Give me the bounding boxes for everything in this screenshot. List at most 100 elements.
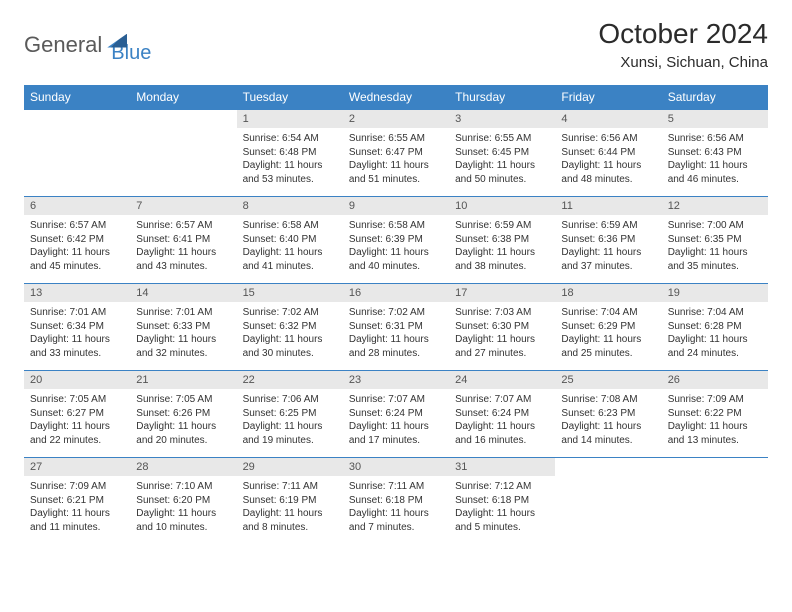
logo: General Blue bbox=[24, 24, 151, 65]
day-info-line: Daylight: 11 hours and 43 minutes. bbox=[136, 246, 230, 273]
day-info-line: Sunset: 6:23 PM bbox=[561, 407, 655, 421]
day-cell: Sunrise: 6:59 AMSunset: 6:36 PMDaylight:… bbox=[555, 215, 661, 284]
day-info-line: Sunset: 6:47 PM bbox=[349, 146, 443, 160]
day-info-line: Daylight: 11 hours and 24 minutes. bbox=[668, 333, 762, 360]
day-number: 3 bbox=[449, 110, 555, 129]
week-body-row: Sunrise: 7:05 AMSunset: 6:27 PMDaylight:… bbox=[24, 389, 768, 458]
day-info-line: Sunrise: 6:57 AM bbox=[136, 219, 230, 233]
day-cell bbox=[130, 128, 236, 197]
day-number: 8 bbox=[237, 197, 343, 216]
day-number bbox=[662, 458, 768, 477]
day-info-line: Sunset: 6:21 PM bbox=[30, 494, 124, 508]
page-header: General Blue October 2024 Xunsi, Sichuan… bbox=[24, 18, 768, 71]
day-info-line: Daylight: 11 hours and 22 minutes. bbox=[30, 420, 124, 447]
day-cell: Sunrise: 7:09 AMSunset: 6:22 PMDaylight:… bbox=[662, 389, 768, 458]
day-info-line: Daylight: 11 hours and 7 minutes. bbox=[349, 507, 443, 534]
day-number: 19 bbox=[662, 284, 768, 303]
day-info-line: Sunset: 6:26 PM bbox=[136, 407, 230, 421]
day-info-line: Sunrise: 7:01 AM bbox=[136, 306, 230, 320]
day-info-line: Sunrise: 6:56 AM bbox=[561, 132, 655, 146]
day-header-saturday: Saturday bbox=[662, 85, 768, 110]
day-number: 2 bbox=[343, 110, 449, 129]
day-number: 17 bbox=[449, 284, 555, 303]
day-info-line: Sunrise: 7:04 AM bbox=[668, 306, 762, 320]
day-number: 7 bbox=[130, 197, 236, 216]
day-cell: Sunrise: 7:01 AMSunset: 6:34 PMDaylight:… bbox=[24, 302, 130, 371]
day-cell: Sunrise: 7:11 AMSunset: 6:19 PMDaylight:… bbox=[237, 476, 343, 544]
day-number: 13 bbox=[24, 284, 130, 303]
day-number: 24 bbox=[449, 371, 555, 390]
day-info-line: Sunrise: 6:55 AM bbox=[455, 132, 549, 146]
day-info-line: Daylight: 11 hours and 13 minutes. bbox=[668, 420, 762, 447]
day-number: 22 bbox=[237, 371, 343, 390]
day-number bbox=[24, 110, 130, 129]
day-cell: Sunrise: 7:09 AMSunset: 6:21 PMDaylight:… bbox=[24, 476, 130, 544]
day-cell: Sunrise: 6:58 AMSunset: 6:39 PMDaylight:… bbox=[343, 215, 449, 284]
day-info-line: Sunset: 6:18 PM bbox=[349, 494, 443, 508]
day-info-line: Sunrise: 7:01 AM bbox=[30, 306, 124, 320]
day-info-line: Sunrise: 6:59 AM bbox=[561, 219, 655, 233]
day-cell: Sunrise: 7:05 AMSunset: 6:27 PMDaylight:… bbox=[24, 389, 130, 458]
day-info-line: Sunset: 6:22 PM bbox=[668, 407, 762, 421]
day-info-line: Sunset: 6:44 PM bbox=[561, 146, 655, 160]
day-number: 12 bbox=[662, 197, 768, 216]
day-info-line: Sunset: 6:33 PM bbox=[136, 320, 230, 334]
day-header-sunday: Sunday bbox=[24, 85, 130, 110]
day-info-line: Daylight: 11 hours and 16 minutes. bbox=[455, 420, 549, 447]
week-num-row: 12345 bbox=[24, 110, 768, 129]
day-info-line: Sunset: 6:18 PM bbox=[455, 494, 549, 508]
day-info-line: Sunrise: 7:05 AM bbox=[136, 393, 230, 407]
day-number: 18 bbox=[555, 284, 661, 303]
day-cell: Sunrise: 6:59 AMSunset: 6:38 PMDaylight:… bbox=[449, 215, 555, 284]
day-info-line: Sunset: 6:29 PM bbox=[561, 320, 655, 334]
day-info-line: Sunrise: 7:11 AM bbox=[349, 480, 443, 494]
day-info-line: Daylight: 11 hours and 32 minutes. bbox=[136, 333, 230, 360]
day-header-monday: Monday bbox=[130, 85, 236, 110]
day-cell: Sunrise: 7:02 AMSunset: 6:31 PMDaylight:… bbox=[343, 302, 449, 371]
day-number: 27 bbox=[24, 458, 130, 477]
logo-text-general: General bbox=[24, 32, 102, 58]
day-info-line: Daylight: 11 hours and 41 minutes. bbox=[243, 246, 337, 273]
location-text: Xunsi, Sichuan, China bbox=[598, 54, 768, 71]
day-info-line: Daylight: 11 hours and 11 minutes. bbox=[30, 507, 124, 534]
day-cell bbox=[662, 476, 768, 544]
day-info-line: Sunset: 6:43 PM bbox=[668, 146, 762, 160]
day-info-line: Daylight: 11 hours and 45 minutes. bbox=[30, 246, 124, 273]
day-number bbox=[555, 458, 661, 477]
day-cell: Sunrise: 7:00 AMSunset: 6:35 PMDaylight:… bbox=[662, 215, 768, 284]
day-number: 10 bbox=[449, 197, 555, 216]
day-info-line: Sunset: 6:48 PM bbox=[243, 146, 337, 160]
day-number: 31 bbox=[449, 458, 555, 477]
day-info-line: Sunrise: 7:09 AM bbox=[668, 393, 762, 407]
day-info-line: Sunset: 6:36 PM bbox=[561, 233, 655, 247]
day-cell: Sunrise: 7:06 AMSunset: 6:25 PMDaylight:… bbox=[237, 389, 343, 458]
day-info-line: Sunset: 6:24 PM bbox=[349, 407, 443, 421]
day-number: 15 bbox=[237, 284, 343, 303]
day-info-line: Sunrise: 6:56 AM bbox=[668, 132, 762, 146]
day-cell: Sunrise: 6:55 AMSunset: 6:47 PMDaylight:… bbox=[343, 128, 449, 197]
day-info-line: Daylight: 11 hours and 8 minutes. bbox=[243, 507, 337, 534]
day-cell: Sunrise: 7:07 AMSunset: 6:24 PMDaylight:… bbox=[449, 389, 555, 458]
day-info-line: Sunrise: 7:11 AM bbox=[243, 480, 337, 494]
day-info-line: Sunset: 6:24 PM bbox=[455, 407, 549, 421]
day-info-line: Sunset: 6:30 PM bbox=[455, 320, 549, 334]
day-cell: Sunrise: 7:12 AMSunset: 6:18 PMDaylight:… bbox=[449, 476, 555, 544]
day-cell: Sunrise: 7:08 AMSunset: 6:23 PMDaylight:… bbox=[555, 389, 661, 458]
day-info-line: Sunset: 6:19 PM bbox=[243, 494, 337, 508]
calendar-page: General Blue October 2024 Xunsi, Sichuan… bbox=[0, 0, 792, 562]
day-cell: Sunrise: 6:58 AMSunset: 6:40 PMDaylight:… bbox=[237, 215, 343, 284]
day-info-line: Daylight: 11 hours and 19 minutes. bbox=[243, 420, 337, 447]
day-info-line: Daylight: 11 hours and 30 minutes. bbox=[243, 333, 337, 360]
day-info-line: Sunset: 6:39 PM bbox=[349, 233, 443, 247]
day-info-line: Sunrise: 6:58 AM bbox=[349, 219, 443, 233]
day-number: 26 bbox=[662, 371, 768, 390]
day-cell: Sunrise: 7:03 AMSunset: 6:30 PMDaylight:… bbox=[449, 302, 555, 371]
day-info-line: Daylight: 11 hours and 48 minutes. bbox=[561, 159, 655, 186]
day-info-line: Sunset: 6:28 PM bbox=[668, 320, 762, 334]
day-info-line: Sunrise: 7:02 AM bbox=[349, 306, 443, 320]
day-info-line: Daylight: 11 hours and 28 minutes. bbox=[349, 333, 443, 360]
title-block: October 2024 Xunsi, Sichuan, China bbox=[598, 18, 768, 71]
day-cell: Sunrise: 6:56 AMSunset: 6:43 PMDaylight:… bbox=[662, 128, 768, 197]
day-info-line: Daylight: 11 hours and 53 minutes. bbox=[243, 159, 337, 186]
week-body-row: Sunrise: 6:54 AMSunset: 6:48 PMDaylight:… bbox=[24, 128, 768, 197]
